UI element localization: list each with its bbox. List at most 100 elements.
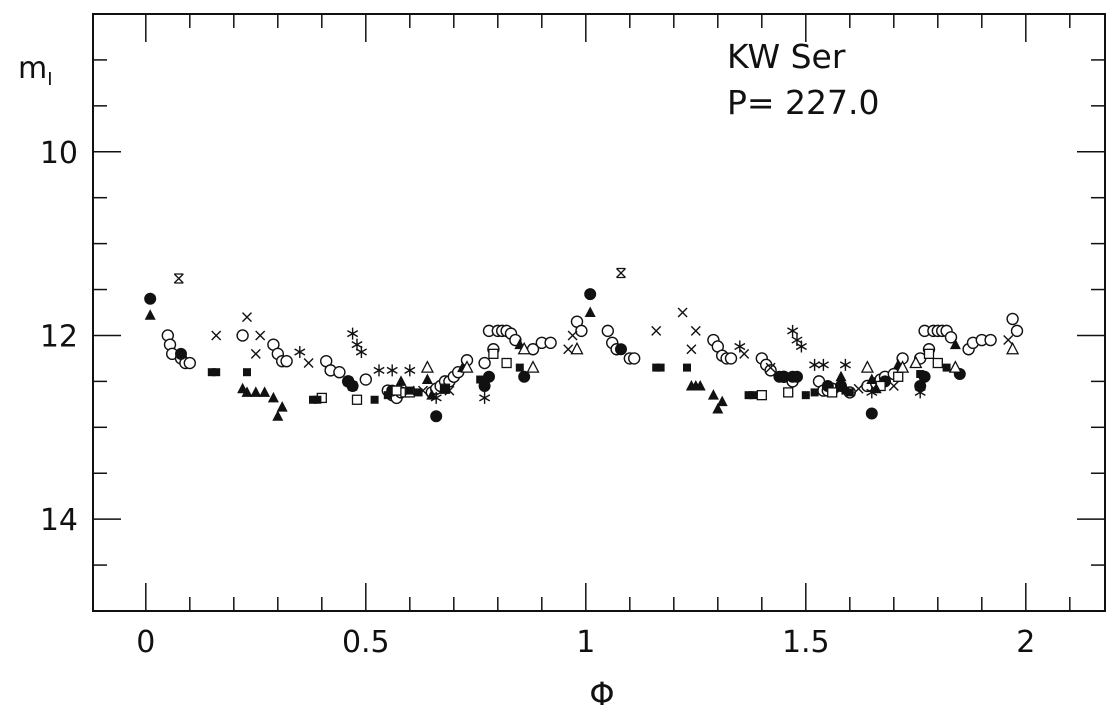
point-open-square <box>501 357 512 369</box>
point-open-square <box>756 390 767 401</box>
point-open-triangle <box>909 355 923 369</box>
point-asterisk <box>787 324 799 337</box>
point-filled-square <box>744 391 753 400</box>
period-annotation: P= 227.0 <box>727 83 880 122</box>
point-cross <box>250 348 261 359</box>
point-open-circle <box>1006 312 1019 326</box>
x-tick-label: 0.5 <box>342 625 390 660</box>
point-open-circle <box>764 364 777 377</box>
point-filled-square <box>801 391 810 400</box>
point-filled-triangle <box>716 395 728 407</box>
point-cross <box>651 325 662 336</box>
point-filled-circle <box>430 410 443 423</box>
point-open-square <box>923 348 935 359</box>
point-filled-square <box>810 388 819 397</box>
point-filled-square <box>207 368 216 377</box>
point-open-circle <box>478 356 491 370</box>
point-filled-square <box>683 363 691 372</box>
point-open-circle <box>601 324 614 338</box>
x-tick-labels: 0 0.5 1 1.5 2 <box>136 625 1035 660</box>
point-cross <box>404 385 415 396</box>
point-asterisk <box>347 327 359 340</box>
x-tick-label: 2 <box>1016 625 1035 660</box>
point-asterisk <box>817 358 829 371</box>
point-filled-square <box>841 386 850 395</box>
point-filled-triangle <box>439 382 451 394</box>
point-open-circle <box>183 356 197 370</box>
point-cross <box>255 330 266 341</box>
point-open-circle <box>984 333 997 347</box>
point-filled-triangle <box>835 370 847 382</box>
point-asterisk <box>734 340 746 353</box>
point-cross <box>765 362 776 373</box>
point-filled-triangle <box>712 402 724 414</box>
point-asterisk <box>809 358 821 371</box>
x-axis-label: Φ <box>589 675 614 713</box>
point-filled-square <box>656 363 665 372</box>
point-asterisk <box>386 364 398 377</box>
point-filled-square <box>370 395 379 404</box>
point-filled-square <box>515 363 524 372</box>
point-asterisk <box>839 358 851 371</box>
point-filled-circle <box>865 407 878 420</box>
point-cross <box>690 325 701 336</box>
point-filled-triangle <box>584 306 596 317</box>
point-cross <box>418 385 428 396</box>
point-asterisk <box>430 391 442 404</box>
point-filled-square <box>309 395 317 404</box>
point-open-triangle <box>1006 341 1020 355</box>
point-filled-triangle <box>395 375 407 386</box>
point-open-circle <box>575 324 588 338</box>
point-cross <box>211 330 222 341</box>
point-asterisk <box>795 340 807 353</box>
point-filled-triangle <box>870 382 882 394</box>
point-cross <box>677 307 688 318</box>
x-tick-label: 1 <box>576 625 595 660</box>
point-filled-circle <box>518 370 531 383</box>
y-axis-label: mI <box>18 51 53 90</box>
point-filled-square <box>942 363 951 372</box>
x-tick-label: 1.5 <box>782 625 830 660</box>
point-open-circle <box>944 331 958 344</box>
point-filled-circle <box>615 343 627 356</box>
point-open-square <box>827 387 838 398</box>
point-open-circle <box>236 329 249 342</box>
point-open-circle <box>544 336 557 350</box>
point-open-triangle <box>948 360 962 373</box>
point-filled-triangle <box>866 373 878 385</box>
point-cross <box>444 385 455 396</box>
point-filled-circle <box>584 288 597 301</box>
x-tick-label: 0 <box>136 625 155 660</box>
point-cross <box>888 380 899 391</box>
point-filled-triangle <box>250 386 262 397</box>
y-tick-label: 12 <box>40 319 78 354</box>
point-open-square <box>783 387 794 398</box>
point-filled-square <box>212 368 221 377</box>
point-asterisk <box>479 391 491 404</box>
point-filled-square <box>652 363 661 372</box>
y-axis-label-subscript: I <box>47 69 52 90</box>
point-asterisk <box>914 386 926 399</box>
plot-frame <box>92 13 1106 612</box>
y-axis-label-main: m <box>18 51 47 86</box>
point-filled-triangle <box>259 386 271 397</box>
point-filled-circle <box>175 347 187 360</box>
point-filled-triangle <box>241 386 253 397</box>
point-asterisk <box>866 386 878 399</box>
point-open-triangle <box>526 360 540 373</box>
point-open-square <box>351 394 363 405</box>
point-open-square <box>893 371 904 382</box>
point-cross <box>853 383 864 394</box>
point-cross <box>242 312 252 323</box>
point-filled-triangle <box>267 391 279 403</box>
y-tick-label: 10 <box>40 136 78 171</box>
point-open-square <box>488 348 499 359</box>
point-asterisk <box>373 364 385 377</box>
point-open-triangle <box>517 341 531 355</box>
point-open-circle <box>280 354 293 368</box>
point-filled-triangle <box>421 373 433 385</box>
point-cross <box>567 330 578 341</box>
point-open-square <box>391 385 402 396</box>
point-open-triangle <box>460 360 474 373</box>
point-filled-triangle <box>272 410 284 421</box>
